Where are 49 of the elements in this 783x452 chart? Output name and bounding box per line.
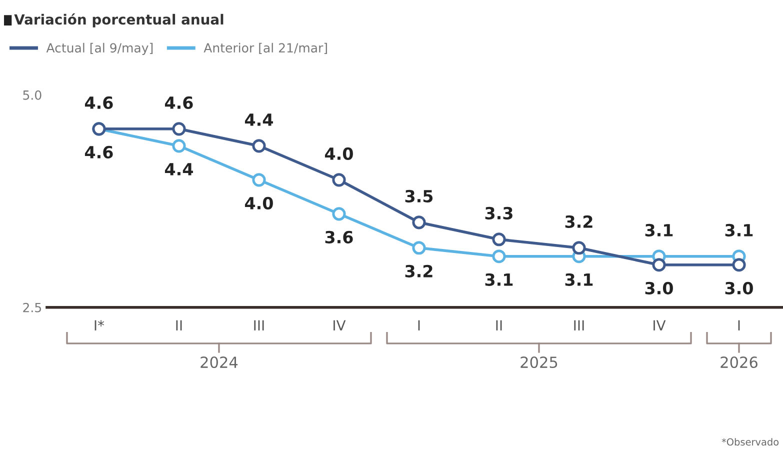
x-tick-label: I* — [94, 320, 104, 330]
point — [412, 241, 426, 255]
data-label: 4.6 — [164, 96, 193, 110]
x-tick-label: I — [738, 320, 740, 330]
data-label: 3.6 — [325, 230, 353, 244]
x-tick-label: IV — [334, 320, 346, 330]
legend-label: Anterior [al 21/mar] — [204, 42, 327, 54]
data-label: 3.0 — [645, 282, 673, 294]
y-tick-label: 5.0 — [23, 90, 42, 100]
data-label: 3.2 — [405, 264, 432, 278]
point — [492, 232, 506, 246]
data-label: 3.2 — [565, 215, 592, 228]
data-label: 3.3 — [485, 206, 512, 220]
legend-label: Actual [al 9/may] — [46, 42, 153, 55]
x-tick-label: II — [176, 320, 182, 330]
point — [732, 258, 746, 272]
data-label: 3.1 — [645, 224, 673, 236]
x-tick-label: II — [496, 320, 502, 330]
y-tick-label: 2.5 — [23, 302, 42, 312]
data-label: 4.4 — [164, 163, 193, 176]
data-label: 3.1 — [565, 273, 593, 286]
data-label: 3.0 — [725, 282, 753, 294]
data-label: 3.1 — [725, 224, 753, 236]
x-tick-label: I — [418, 320, 420, 330]
point — [332, 173, 346, 187]
data-label: 4.0 — [244, 196, 273, 210]
data-label: 4.4 — [244, 114, 273, 126]
point — [572, 241, 586, 255]
point — [172, 122, 186, 136]
data-label: 3.1 — [485, 273, 513, 286]
point — [492, 250, 506, 264]
text: *Observado — [722, 438, 779, 446]
point — [332, 207, 346, 221]
x-tick-label: III — [254, 320, 264, 330]
x-tick-label: III — [574, 320, 584, 330]
point — [172, 139, 186, 153]
data-label: 3.5 — [405, 190, 433, 202]
data-label: 4.0 — [324, 147, 353, 160]
text: 2025 — [520, 356, 558, 368]
data-label: 4.6 — [84, 146, 113, 158]
text: 2024 — [200, 356, 238, 368]
x-tick-label: IV — [654, 320, 666, 330]
point — [252, 173, 266, 187]
point — [252, 139, 266, 153]
text: 2026 — [720, 356, 758, 368]
data-label: 4.6 — [84, 96, 113, 110]
chart-title: Variación porcentual anual — [14, 13, 224, 28]
point — [412, 216, 426, 230]
point — [652, 258, 666, 272]
